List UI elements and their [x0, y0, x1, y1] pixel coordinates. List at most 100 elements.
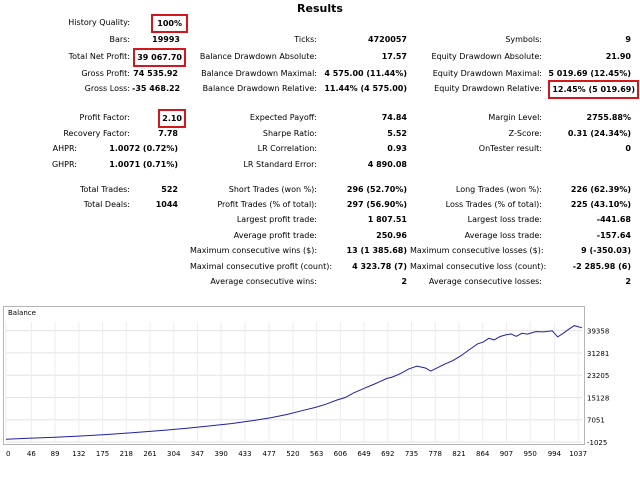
y-tick-label: 15128: [587, 394, 609, 402]
profit-factor-value: 2.10: [150, 109, 186, 128]
total-trades-value: 522: [161, 185, 178, 194]
ghpr-label: GHPR:: [51, 160, 77, 169]
x-tick-label: 606: [334, 450, 348, 458]
sharpe-ratio-value: 5.52: [387, 129, 407, 138]
balance-dd-max-label: Balance Drawdown Maximal:: [201, 69, 317, 78]
balance-dd-abs-value: 17.57: [381, 52, 407, 61]
history-quality-value: 100%: [138, 14, 188, 33]
equity-dd-rel-highlight: 12.45% (5 019.69): [548, 80, 639, 99]
y-tick-label: 7051: [587, 417, 605, 425]
symbols-label: Symbols:: [505, 35, 542, 44]
chart-title: Balance: [8, 309, 36, 317]
max-consec-wins-value: 13 (1 385.68): [346, 246, 407, 255]
history-quality-highlight: 100%: [151, 14, 188, 33]
avg-loss-label: Average loss trade:: [464, 231, 542, 240]
ghpr-value: 1.0071 (0.71%): [109, 160, 178, 169]
long-trades-label: Long Trades (won %):: [455, 185, 542, 194]
x-gridlines: [5, 322, 579, 442]
x-tick-label: 778: [429, 450, 442, 458]
x-tick-label: 347: [191, 450, 204, 458]
equity-dd-abs-label: Equity Drawdown Absolute:: [431, 52, 542, 61]
x-tick-label: 735: [405, 450, 418, 458]
lr-correlation-label: LR Correlation:: [257, 144, 317, 153]
avg-consec-wins-value: 2: [401, 277, 407, 286]
y-tick-label: 23205: [587, 372, 609, 380]
bars-value: 19993: [152, 35, 180, 44]
x-tick-label: 950: [523, 450, 536, 458]
loss-trades-value: 225 (43.10%): [570, 200, 631, 209]
x-tick-label: 132: [72, 450, 85, 458]
x-tick-label: 433: [238, 450, 251, 458]
largest-profit-label: Largest profit trade:: [236, 215, 317, 224]
balance-line: [5, 325, 583, 440]
history-quality-label: History Quality:: [68, 18, 130, 27]
loss-trades-label: Loss Trades (% of total):: [445, 200, 542, 209]
short-trades-value: 296 (52.70%): [346, 185, 407, 194]
x-tick-label: 304: [167, 450, 181, 458]
y-tick-label: 31281: [587, 350, 609, 358]
ticks-value: 4720057: [368, 35, 407, 44]
ontester-result-label: OnTester result:: [478, 144, 542, 153]
x-tick-label: 390: [214, 450, 227, 458]
margin-level-value: 2755.88%: [586, 113, 631, 122]
x-tick-label: 1037: [569, 450, 587, 458]
avg-consec-wins-label: Average consecutive wins:: [210, 277, 317, 286]
avg-loss-value: -157.64: [596, 231, 631, 240]
gross-loss-label: Gross Loss:: [84, 84, 130, 93]
page-title: Results: [297, 2, 343, 15]
balance-dd-rel-value: 11.44% (4 575.00): [324, 84, 407, 93]
total-net-profit-label: Total Net Profit:: [68, 52, 130, 61]
x-tick-label: 692: [381, 450, 394, 458]
ahpr-label: AHPR:: [52, 144, 77, 153]
lr-correlation-value: 0.93: [387, 144, 407, 153]
maximal-consec-profit-value: 4 323.78 (7): [352, 262, 407, 271]
long-trades-value: 226 (62.39%): [570, 185, 631, 194]
maximal-consec-loss-value: -2 285.98 (6): [572, 262, 631, 271]
x-tick-label: 46: [27, 450, 36, 458]
equity-dd-abs-value: 21.90: [605, 52, 631, 61]
recovery-factor-value: 7.78: [158, 129, 178, 138]
equity-dd-rel-value: 12.45% (5 019.69): [545, 80, 639, 99]
max-consec-losses-value: 9 (-350.03): [581, 246, 631, 255]
avg-consec-losses-value: 2: [625, 277, 631, 286]
ontester-result-value: 0: [625, 144, 631, 153]
x-tick-label: 477: [262, 450, 275, 458]
y-tick-label: 39358: [587, 328, 609, 336]
expected-payoff-label: Expected Payoff:: [249, 113, 317, 122]
balance-dd-max-value: 4 575.00 (11.44%): [324, 69, 407, 78]
max-consec-wins-label: Maximum consecutive wins ($):: [190, 246, 318, 255]
symbols-value: 9: [625, 35, 631, 44]
x-tick-label: 89: [51, 450, 60, 458]
avg-profit-label: Average profit trade:: [233, 231, 317, 240]
equity-dd-max-value: 5 019.69 (12.45%): [548, 69, 631, 78]
gross-profit-value: 74 535.92: [133, 69, 178, 78]
sharpe-ratio-label: Sharpe Ratio:: [262, 129, 317, 138]
balance-dd-abs-label: Balance Drawdown Absolute:: [199, 52, 317, 61]
expected-payoff-value: 74.84: [381, 113, 407, 122]
ahpr-value: 1.0072 (0.72%): [109, 144, 178, 153]
balance-dd-rel-label: Balance Drawdown Relative:: [202, 84, 317, 93]
x-tick-label: 175: [96, 450, 109, 458]
x-tick-label: 218: [120, 450, 133, 458]
x-tick-label: 520: [286, 450, 299, 458]
margin-level-label: Margin Level:: [488, 113, 542, 122]
largest-loss-label: Largest loss trade:: [467, 215, 542, 224]
largest-profit-value: 1 807.51: [367, 215, 407, 224]
y-tick-label: -1025: [587, 439, 607, 447]
z-score-label: Z-Score:: [508, 129, 542, 138]
equity-dd-max-label: Equity Drawdown Maximal:: [432, 69, 542, 78]
recovery-factor-label: Recovery Factor:: [63, 129, 130, 138]
lr-std-error-label: LR Standard Error:: [243, 160, 317, 169]
x-tick-label: 0: [6, 450, 10, 458]
equity-dd-rel-label: Equity Drawdown Relative:: [434, 84, 542, 93]
total-deals-label: Total Deals:: [83, 200, 130, 209]
x-tick-label: 864: [476, 450, 490, 458]
ticks-label: Ticks:: [294, 35, 317, 44]
x-tick-label: 907: [500, 450, 513, 458]
total-deals-value: 1044: [155, 200, 178, 209]
total-net-profit-highlight: 39 067.70: [133, 48, 186, 67]
profit-factor-highlight: 2.10: [158, 109, 186, 128]
profit-factor-label: Profit Factor:: [79, 113, 130, 122]
x-tick-labels: 0 46 89 132 175 218 261 304 347 390 433 477 520 563 60…: [6, 450, 587, 458]
